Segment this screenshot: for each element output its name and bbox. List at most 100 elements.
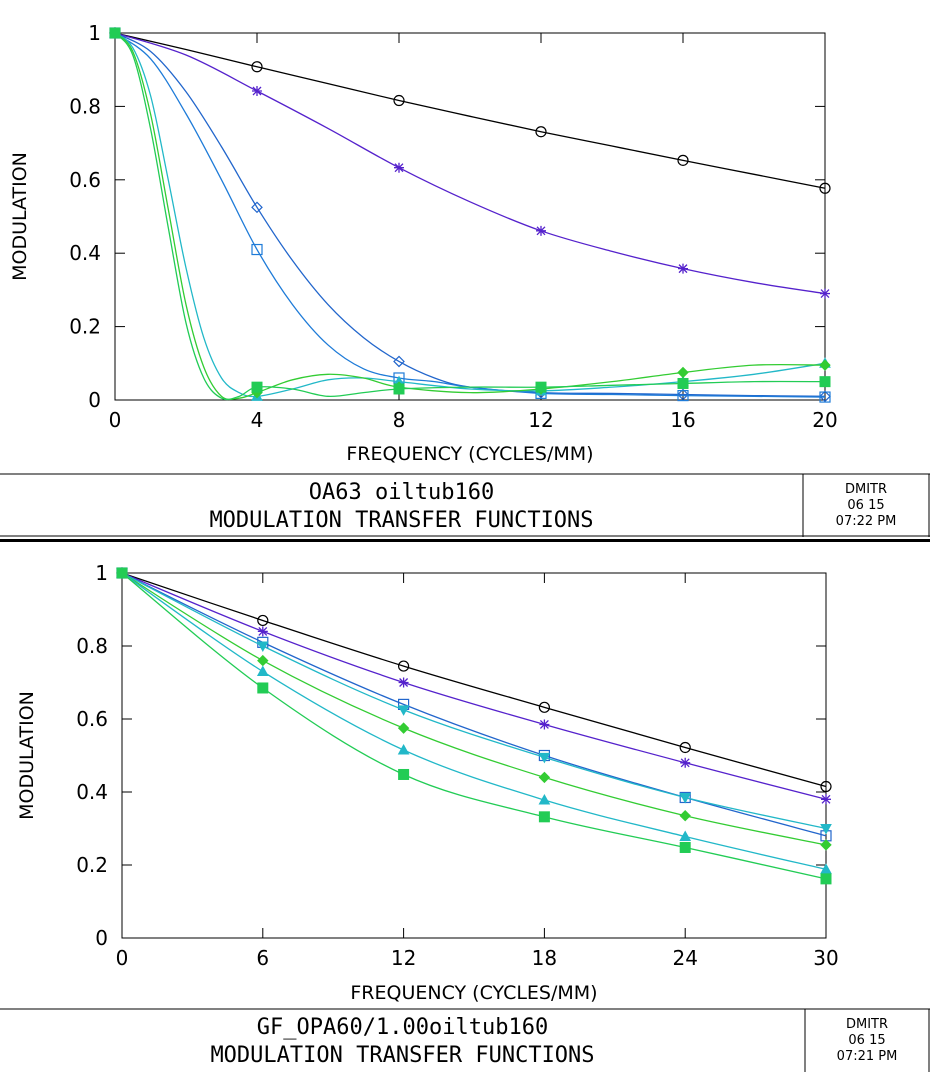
y-tick-label: 0 [95,926,108,950]
data-point [393,94,405,107]
series-line [121,572,827,800]
data-point [109,27,121,39]
data-point [393,355,405,368]
y-tick-label: 0.4 [76,780,108,804]
series-2 [110,28,830,299]
x-tick-label: 16 [670,408,695,432]
stamp-line: DMITR [845,482,887,497]
y-tick-label: 0.6 [76,707,108,731]
data-point [539,719,550,730]
series-1 [116,567,832,793]
y-tick-label: 0.2 [76,853,108,877]
series-line [114,32,826,401]
data-point [256,641,269,653]
data-point [394,162,404,173]
x-axis-label: FREQUENCY (CYCLES/MM) [350,982,597,1004]
stamp-line: 06 15 [847,498,884,513]
x-tick-label: 24 [672,946,697,970]
x-tick-label: 30 [813,946,838,970]
x-tick-label: 12 [391,946,416,970]
series-line [114,32,826,397]
series-5 [116,567,832,851]
plot-frame [114,32,826,401]
y-tick-label: 0.2 [69,315,101,339]
data-point [257,682,269,694]
data-point [819,390,831,403]
data-point [538,701,551,713]
series-7 [109,27,831,401]
series-line [121,572,827,846]
data-point [398,768,410,780]
data-point [398,660,410,672]
data-point [535,126,547,138]
data-point [819,182,831,194]
x-tick-label: 20 [812,408,837,432]
data-point [819,376,831,388]
y-tick-label: 1 [88,21,101,45]
y-axis-label: MODULATION [16,691,38,820]
data-point [677,377,689,389]
data-point [679,792,692,804]
data-point [536,225,546,236]
chart-title: OA63 oiltub160 [309,480,494,505]
series-line [114,32,826,189]
stamp-line: 07:22 PM [836,514,897,529]
y-tick-label: 0 [88,388,101,412]
y-axis-label: MODULATION [9,152,31,281]
data-point [251,381,263,393]
data-point [677,388,689,401]
series-4 [109,27,831,403]
series-6 [116,566,832,874]
chart-title: GF_OPA60/1.00oiltub160 [257,1015,548,1040]
data-point [821,794,831,805]
data-point [398,677,409,688]
series-line [121,572,827,880]
series-7 [116,567,832,885]
data-point [679,810,691,822]
series-2 [117,568,831,805]
data-point [680,757,691,768]
data-point [257,614,269,627]
y-tick-label: 1 [95,561,108,585]
y-tick-label: 0.4 [69,241,101,265]
data-point [820,824,832,835]
series-line [121,572,827,830]
x-tick-label: 6 [256,946,269,970]
data-point [679,741,691,754]
chart-subtitle: MODULATION TRANSFER FUNCTIONS [209,508,593,533]
series-line [114,32,826,401]
data-point [538,794,551,805]
data-point [397,743,410,755]
data-point [820,780,832,793]
data-point [257,626,268,637]
data-point [397,722,410,734]
stamp-line: 07:21 PM [837,1049,898,1064]
chart-2: 0 6 12 18 24 30 0 0.2 0.4 0.6 0.8 1 FREQUENCY (CYCLE… [0,561,930,1072]
plot-frame [121,572,827,939]
data-point [677,389,689,402]
data-point [679,841,691,853]
data-point [256,665,269,677]
data-point [538,811,550,823]
data-point [251,61,263,73]
data-point [538,752,551,764]
y-tick-label: 0.8 [76,634,108,658]
series-line [121,572,827,871]
data-point [678,263,688,274]
data-point [820,839,832,851]
data-point [677,366,689,379]
chart-subtitle: MODULATION TRANSFER FUNCTIONS [210,1043,594,1068]
series-5 [109,26,831,401]
x-tick-label: 4 [251,408,264,432]
series-line [114,32,826,398]
series-3 [109,27,831,403]
data-point [257,654,269,667]
data-point [116,567,128,579]
data-point [820,873,832,885]
x-tick-label: 12 [528,408,553,432]
series-4 [116,568,832,835]
data-point [397,705,410,716]
stamp-line: DMITR [846,1017,888,1032]
data-point [393,383,405,395]
